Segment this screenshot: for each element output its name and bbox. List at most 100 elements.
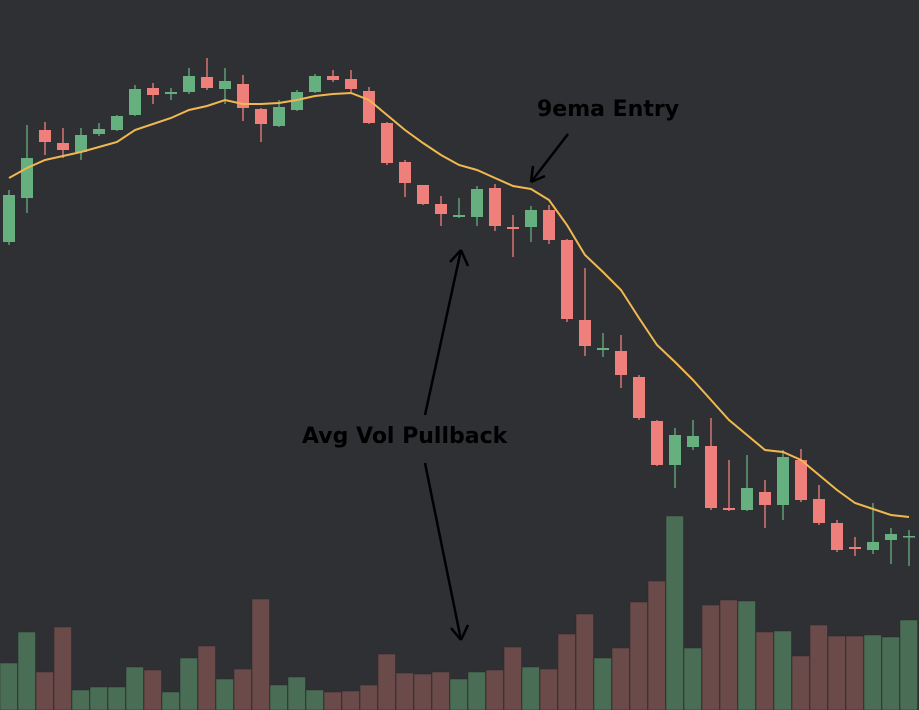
volume-bar (629, 601, 648, 710)
volume-bar (755, 631, 774, 710)
candle-body (435, 204, 447, 214)
candle-body (237, 84, 249, 108)
volume-bar (611, 647, 630, 710)
candle-body (759, 492, 771, 505)
volume-bar (197, 645, 216, 710)
candle-body (219, 81, 231, 89)
volume-bar (665, 515, 684, 710)
volume-bar (125, 666, 144, 710)
ema-line (8, 91, 910, 518)
candle-body (723, 508, 735, 510)
arrow-down (423, 462, 470, 641)
volume-bar (413, 673, 432, 710)
volume-bar (251, 598, 270, 710)
volume-bar (449, 678, 468, 710)
candle-body (885, 534, 897, 540)
volume-bar (233, 668, 252, 710)
candle-body (489, 188, 501, 226)
volume-bar (143, 669, 162, 710)
volume-bar (719, 599, 738, 710)
candle-body (129, 89, 141, 115)
volume-bar (341, 690, 360, 710)
candle-body (705, 446, 717, 508)
volume-bar (323, 691, 342, 710)
candle-body (3, 195, 15, 242)
volume-bar (0, 662, 18, 710)
volume-bar (881, 636, 900, 710)
volume-bar (485, 669, 504, 710)
volume-bar (161, 691, 180, 710)
candle-body (651, 421, 663, 465)
volume-bar (179, 657, 198, 710)
volume-bar (809, 624, 828, 710)
candle-body (903, 536, 915, 538)
annotation: Avg Vol Pullback (302, 424, 509, 449)
candle-body (273, 107, 285, 126)
candle-body (687, 436, 699, 447)
candle-body (417, 185, 429, 204)
candle-body (777, 457, 789, 505)
candle-body (453, 215, 465, 217)
candle-body (183, 76, 195, 92)
candle-body (57, 143, 69, 150)
volume-bar (863, 634, 882, 710)
volume-bar (791, 655, 810, 710)
volume-layer (0, 515, 918, 710)
volume-bar (431, 671, 450, 710)
volume-bar (575, 613, 594, 710)
arrow-ema (529, 133, 569, 184)
candle-body (327, 76, 339, 80)
volume-bar (35, 671, 54, 710)
volume-bar (593, 657, 612, 710)
candle-body (615, 351, 627, 375)
volume-bar (377, 653, 396, 710)
candle-body (345, 79, 357, 89)
volume-bar (395, 672, 414, 710)
volume-bar (359, 684, 378, 710)
candle-body (525, 210, 537, 227)
volume-bar (773, 630, 792, 710)
candle-body (111, 116, 123, 130)
arrows (423, 133, 569, 641)
volume-bar (17, 631, 36, 710)
candle-layer (3, 58, 915, 566)
volume-bar (215, 678, 234, 710)
volume-bar (845, 635, 864, 710)
volume-bar (539, 668, 558, 710)
volume-bar (287, 676, 306, 710)
candle-body (579, 320, 591, 346)
candle-body (633, 377, 645, 418)
candle-body (849, 547, 861, 549)
candle-body (597, 348, 609, 350)
candle-body (147, 88, 159, 95)
candle-body (255, 109, 267, 124)
volume-bar (647, 580, 666, 710)
candle-body (381, 123, 393, 163)
volume-bar (503, 646, 522, 710)
candle-body (39, 130, 51, 142)
volume-bar (107, 686, 126, 710)
annotation: 9ema Entry (537, 97, 679, 122)
candle-body (165, 92, 177, 94)
candle-body (21, 158, 33, 198)
volume-bar (899, 619, 918, 710)
candle-body (543, 210, 555, 240)
candle-body (471, 189, 483, 217)
candle-body (561, 240, 573, 319)
candle-body (75, 135, 87, 152)
candle-body (363, 91, 375, 123)
candle-body (831, 523, 843, 550)
candle-body (867, 542, 879, 550)
candle-body (399, 162, 411, 183)
candle-body (201, 77, 213, 88)
volume-bar (467, 671, 486, 710)
candle-body (93, 129, 105, 134)
arrow-up (423, 249, 470, 416)
volume-bar (701, 604, 720, 710)
volume-bar (269, 684, 288, 710)
candle-body (813, 499, 825, 523)
volume-bar (89, 686, 108, 710)
candle-body (309, 76, 321, 92)
